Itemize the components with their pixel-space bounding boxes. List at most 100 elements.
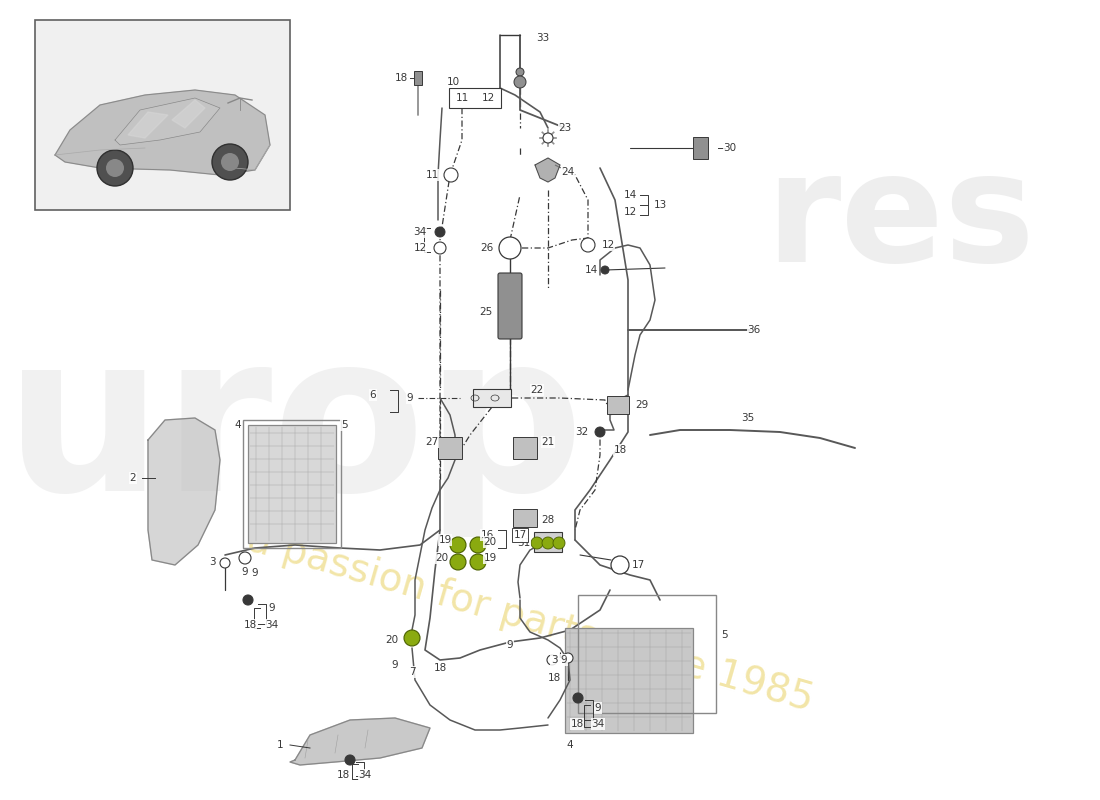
Bar [473,389,512,407]
Circle shape [573,693,583,703]
Circle shape [542,537,554,549]
Text: 18: 18 [395,73,408,83]
Text: 20: 20 [385,635,398,645]
Text: 34: 34 [359,770,372,780]
Text: 28: 28 [541,515,554,525]
Text: 14: 14 [584,265,597,275]
Circle shape [404,630,420,646]
Text: 12: 12 [482,93,495,103]
Circle shape [434,227,446,237]
Circle shape [243,595,253,605]
Text: 11: 11 [455,93,469,103]
Bar [578,595,716,713]
Circle shape [581,238,595,252]
Text: 5: 5 [720,630,727,640]
Polygon shape [148,418,220,565]
Text: 16: 16 [481,530,494,540]
Text: 13: 13 [653,200,667,210]
Circle shape [106,159,124,177]
Text: 18: 18 [337,770,350,780]
Circle shape [221,153,239,171]
Text: 12: 12 [624,207,637,217]
Circle shape [595,427,605,437]
Text: 9: 9 [507,640,514,650]
Circle shape [345,755,355,765]
Text: 26: 26 [481,243,494,253]
Text: 18: 18 [243,620,256,630]
FancyBboxPatch shape [498,273,522,339]
Circle shape [220,558,230,568]
Text: 35: 35 [741,413,755,423]
Circle shape [563,653,573,663]
Circle shape [434,242,446,254]
Polygon shape [128,112,168,138]
Circle shape [470,554,486,570]
Text: 31: 31 [517,538,530,548]
Bar [414,71,422,85]
Text: 4: 4 [234,420,241,430]
Circle shape [610,556,629,574]
Text: 10: 10 [447,77,460,87]
Text: europ: europ [0,323,585,537]
Circle shape [553,537,565,549]
Text: 6: 6 [370,390,376,400]
Text: 18: 18 [433,663,447,673]
Bar [513,437,537,459]
Text: a passion for parts since 1985: a passion for parts since 1985 [243,521,817,719]
Text: 2: 2 [130,473,136,483]
Bar [513,509,537,527]
Text: 17: 17 [514,530,527,540]
Text: 9: 9 [561,655,568,665]
Circle shape [239,552,251,564]
Text: 30: 30 [724,143,737,153]
Text: 34: 34 [592,719,605,729]
Bar [449,88,500,108]
Text: 12: 12 [602,240,615,250]
Bar [534,532,562,552]
Text: 9: 9 [392,660,398,670]
Circle shape [601,266,609,274]
Polygon shape [55,90,270,175]
Text: 9: 9 [252,568,258,578]
Bar [607,396,629,414]
Text: 12: 12 [414,243,427,253]
Text: 34: 34 [265,620,278,630]
Text: 33: 33 [537,33,550,43]
Text: 22: 22 [530,385,543,395]
Circle shape [514,76,526,88]
Text: 18: 18 [548,673,561,683]
Text: 36: 36 [747,325,760,335]
Circle shape [547,655,557,665]
Text: 3: 3 [551,655,558,665]
Text: 9: 9 [268,603,275,613]
Text: 20: 20 [483,537,496,547]
Text: 34: 34 [414,227,427,237]
Circle shape [97,150,133,186]
Text: 18: 18 [614,445,627,455]
Text: 1: 1 [277,740,284,750]
Text: 27: 27 [426,437,439,447]
Text: 14: 14 [624,190,637,200]
Text: 21: 21 [541,437,554,447]
Bar [243,420,341,548]
Circle shape [543,133,553,143]
Text: 20: 20 [436,553,449,563]
Text: 29: 29 [636,400,649,410]
Bar [438,437,462,459]
Text: 24: 24 [561,167,574,177]
Text: 25: 25 [480,307,493,317]
Circle shape [470,537,486,553]
Text: 3: 3 [209,557,216,567]
FancyBboxPatch shape [35,20,290,210]
Polygon shape [535,158,560,182]
Text: 18: 18 [571,719,584,729]
Text: 5: 5 [341,420,348,430]
Circle shape [212,144,248,180]
Text: 17: 17 [631,560,645,570]
Text: 9: 9 [595,703,602,713]
Text: res: res [766,146,1035,294]
Polygon shape [290,718,430,765]
Text: 11: 11 [426,170,439,180]
Circle shape [516,68,524,76]
Text: 23: 23 [559,123,572,133]
